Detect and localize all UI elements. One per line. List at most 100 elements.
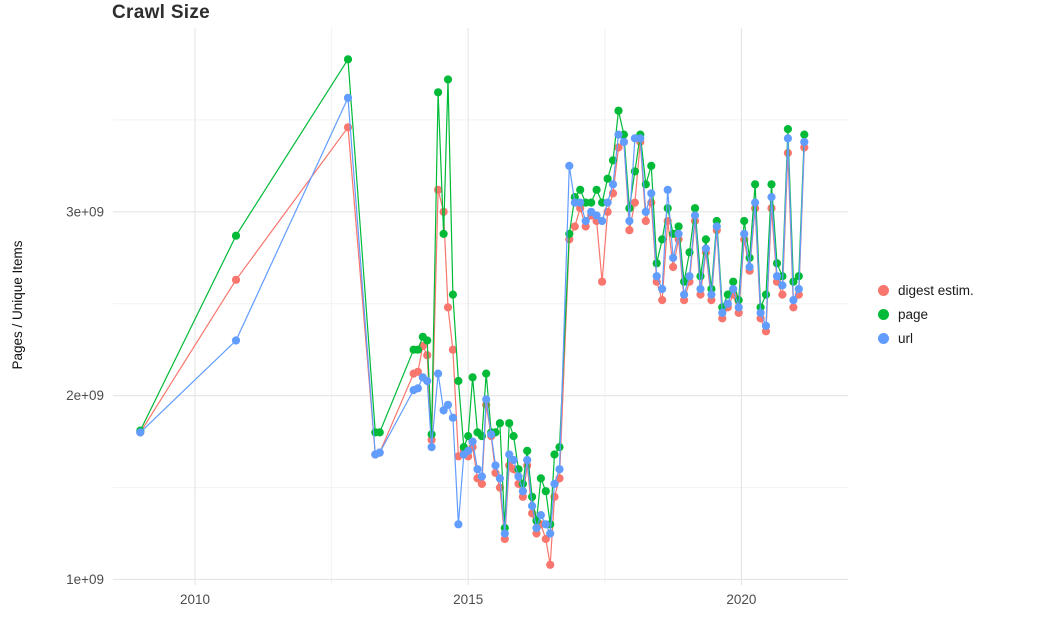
data-point-page <box>434 88 443 97</box>
chart-title: Crawl Size <box>112 2 211 23</box>
data-point-url <box>423 376 432 386</box>
data-point-digest-estim- <box>789 303 798 312</box>
data-point-url <box>701 244 711 253</box>
data-point-page <box>603 174 612 183</box>
data-point-url <box>641 207 650 216</box>
data-point-url <box>800 137 809 147</box>
data-point-url <box>500 529 509 538</box>
x-tick-label: 2020 <box>726 592 756 607</box>
data-point-url <box>789 296 798 305</box>
data-point-url <box>669 253 678 262</box>
data-point-url <box>468 437 477 446</box>
data-point-digest-estim- <box>448 345 457 354</box>
data-point-url <box>443 400 453 409</box>
data-point-page <box>761 290 771 299</box>
data-point-digest-estim- <box>546 560 555 569</box>
legend-item-page: page <box>878 307 974 322</box>
data-point-url <box>413 384 422 393</box>
legend-marker-page-icon <box>878 309 889 320</box>
legend-label-page: page <box>898 307 929 322</box>
data-point-url <box>761 321 771 330</box>
data-point-url <box>448 413 457 422</box>
data-point-page <box>690 204 700 213</box>
data-point-url <box>528 501 537 511</box>
data-point-url <box>723 299 732 308</box>
data-point-page <box>652 259 661 268</box>
data-point-url <box>740 229 749 238</box>
data-point-page <box>587 198 596 207</box>
x-tick-label: 2010 <box>180 592 210 607</box>
data-point-url <box>541 520 550 529</box>
data-point-url <box>745 262 754 272</box>
data-point-page <box>439 229 448 238</box>
data-point-page <box>625 204 634 213</box>
series-line-page <box>139 57 805 529</box>
x-tick-label: 2015 <box>453 592 483 607</box>
data-point-url <box>690 211 700 220</box>
data-point-page <box>592 185 601 194</box>
legend: digest estim. page url <box>878 283 974 355</box>
data-point-digest-estim- <box>669 262 678 272</box>
data-point-url <box>712 222 721 231</box>
data-point-page <box>375 428 384 437</box>
data-point-digest-estim- <box>231 275 241 284</box>
data-point-url <box>685 272 694 281</box>
y-tick-label: 2e+09 <box>66 388 104 403</box>
data-point-url <box>718 308 727 317</box>
data-point-url <box>375 448 384 457</box>
data-point-page <box>427 430 436 439</box>
data-point-url <box>576 198 585 207</box>
data-point-url <box>518 487 528 496</box>
data-point-page <box>663 204 672 213</box>
data-point-url <box>658 284 667 294</box>
data-point-url <box>592 211 601 220</box>
data-point-page <box>448 290 457 299</box>
data-point-page <box>454 376 463 386</box>
data-point-url <box>532 523 541 533</box>
data-point-url <box>751 198 760 207</box>
data-point-page <box>550 450 559 459</box>
data-point-digest-estim- <box>439 207 448 216</box>
data-point-url <box>439 406 448 415</box>
data-point-digest-estim- <box>570 222 579 231</box>
data-point-url <box>772 272 782 281</box>
data-point-url <box>136 428 145 437</box>
data-point-page <box>423 336 432 345</box>
data-point-url <box>434 369 443 378</box>
data-point-page <box>536 474 546 483</box>
data-point-url <box>729 284 738 294</box>
data-point-page <box>482 369 491 378</box>
data-point-url <box>608 180 618 189</box>
legend-item-digest-estim: digest estim. <box>878 283 974 298</box>
data-point-page <box>464 432 473 441</box>
data-point-page <box>614 106 623 115</box>
data-point-page <box>523 446 532 455</box>
data-point-page <box>674 222 683 231</box>
data-point-url <box>523 455 532 465</box>
data-point-url <box>756 308 765 317</box>
legend-marker-digest-icon <box>878 285 889 296</box>
legend-item-url: url <box>878 331 974 346</box>
data-point-url <box>473 465 482 474</box>
data-point-url <box>734 303 743 312</box>
data-point-url <box>491 461 500 470</box>
data-point-page <box>772 259 782 268</box>
data-point-url <box>509 455 518 465</box>
data-point-digest-estim- <box>630 198 640 207</box>
data-point-page <box>647 161 656 170</box>
series-line-url <box>139 95 805 536</box>
data-point-page <box>751 180 760 189</box>
legend-label-digest: digest estim. <box>898 283 974 298</box>
data-point-page <box>729 277 738 286</box>
data-point-page <box>701 235 711 244</box>
data-point-url <box>546 529 555 538</box>
data-point-digest-estim- <box>434 185 443 194</box>
data-point-page <box>528 492 537 501</box>
data-point-digest-estim- <box>778 290 787 299</box>
data-point-page <box>740 216 749 226</box>
legend-marker-url-icon <box>878 333 889 344</box>
data-point-page <box>495 419 504 428</box>
data-point-url <box>514 472 523 481</box>
